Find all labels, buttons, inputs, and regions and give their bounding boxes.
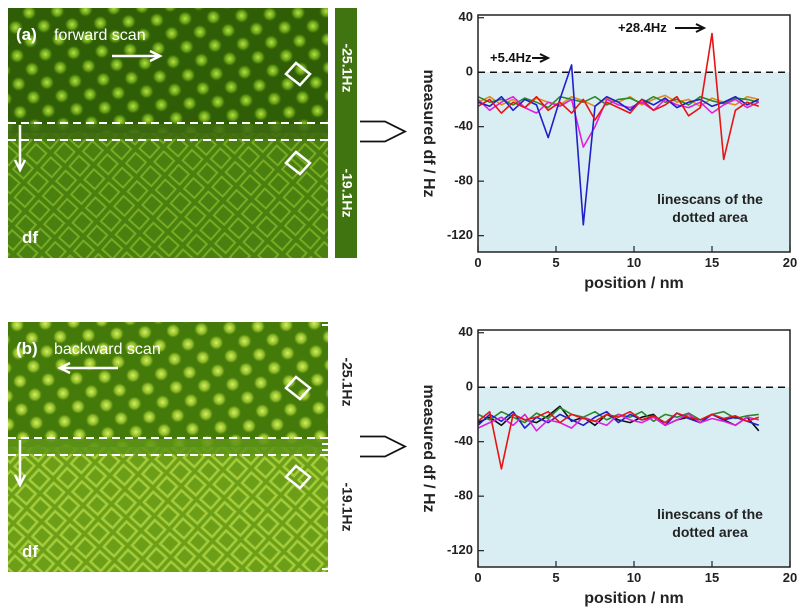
linescan xyxy=(477,413,759,432)
panel-label: (b) xyxy=(16,339,38,358)
scan-glitch xyxy=(8,439,328,454)
plot-frame xyxy=(477,14,791,253)
panel-label: (a) xyxy=(16,25,37,44)
linescan-pointer xyxy=(360,435,408,458)
scan-arrow xyxy=(57,361,118,375)
channel-label: df xyxy=(22,542,38,561)
y-tick-label: -120 xyxy=(447,227,473,242)
y-tick-label: 0 xyxy=(466,64,473,79)
scan-direction-label: backward scan xyxy=(54,341,161,358)
scan-image-bottom xyxy=(8,447,328,572)
x-tick-label: 15 xyxy=(705,570,719,585)
x-tick-label: 0 xyxy=(474,255,481,270)
annotation-arrow xyxy=(675,23,707,33)
note: dotted area xyxy=(672,524,748,540)
note: linescans of the xyxy=(657,191,763,207)
scan-image-top xyxy=(8,322,328,447)
x-axis-label: position / nm xyxy=(584,275,684,292)
scan-image-top xyxy=(8,8,328,133)
note: linescans of the xyxy=(657,506,763,522)
scan-image-bottom xyxy=(8,133,328,258)
note: dotted area xyxy=(672,209,748,225)
slow-scan-arrow xyxy=(13,440,27,488)
y-tick-label: -80 xyxy=(454,173,473,188)
y-tick-label: 40 xyxy=(459,9,473,24)
x-tick-label: 5 xyxy=(552,255,559,270)
linescan xyxy=(477,95,759,109)
unit-cell xyxy=(284,61,312,87)
range-bracket xyxy=(322,324,331,570)
slow-scan-arrow xyxy=(13,125,27,173)
unit-cell xyxy=(284,464,312,490)
x-tick-label: 20 xyxy=(783,570,797,585)
unit-cell xyxy=(284,150,312,176)
y-tick-label: -40 xyxy=(454,433,473,448)
channel-label: df xyxy=(22,228,38,247)
plot-frame xyxy=(477,329,791,568)
y-tick-label: 40 xyxy=(459,324,473,339)
scan-arrow xyxy=(112,49,163,63)
contrast-range: -25.1Hz xyxy=(339,357,355,406)
x-tick-label: 5 xyxy=(552,570,559,585)
peak-annotation: +28.4Hz xyxy=(618,20,667,35)
scan-glitch xyxy=(8,124,328,139)
linescan-pointer xyxy=(360,120,408,143)
x-tick-label: 15 xyxy=(705,255,719,270)
colorbar xyxy=(335,8,357,258)
x-tick-label: 0 xyxy=(474,570,481,585)
y-tick-label: -120 xyxy=(447,542,473,557)
contrast-range: -19.1Hz xyxy=(339,482,355,531)
y-tick-label: -80 xyxy=(454,488,473,503)
scan-direction-label: forward scan xyxy=(54,27,146,44)
peak-annotation: +5.4Hz xyxy=(490,50,532,65)
x-axis-label: position / nm xyxy=(584,590,684,607)
y-axis-label: measured df / Hz xyxy=(420,69,437,197)
contrast-range: -19.1Hz xyxy=(339,168,355,217)
annotation-arrow xyxy=(532,53,551,63)
x-tick-label: 20 xyxy=(783,255,797,270)
y-tick-label: 0 xyxy=(466,379,473,394)
linescan xyxy=(477,410,760,470)
x-tick-label: 10 xyxy=(627,570,641,585)
linescan xyxy=(477,64,760,226)
y-tick-label: -40 xyxy=(454,118,473,133)
linescan xyxy=(477,32,760,161)
x-tick-label: 10 xyxy=(627,255,641,270)
unit-cell xyxy=(284,375,312,401)
y-axis-label: measured df / Hz xyxy=(420,384,437,512)
contrast-range: -25.1Hz xyxy=(339,43,355,92)
